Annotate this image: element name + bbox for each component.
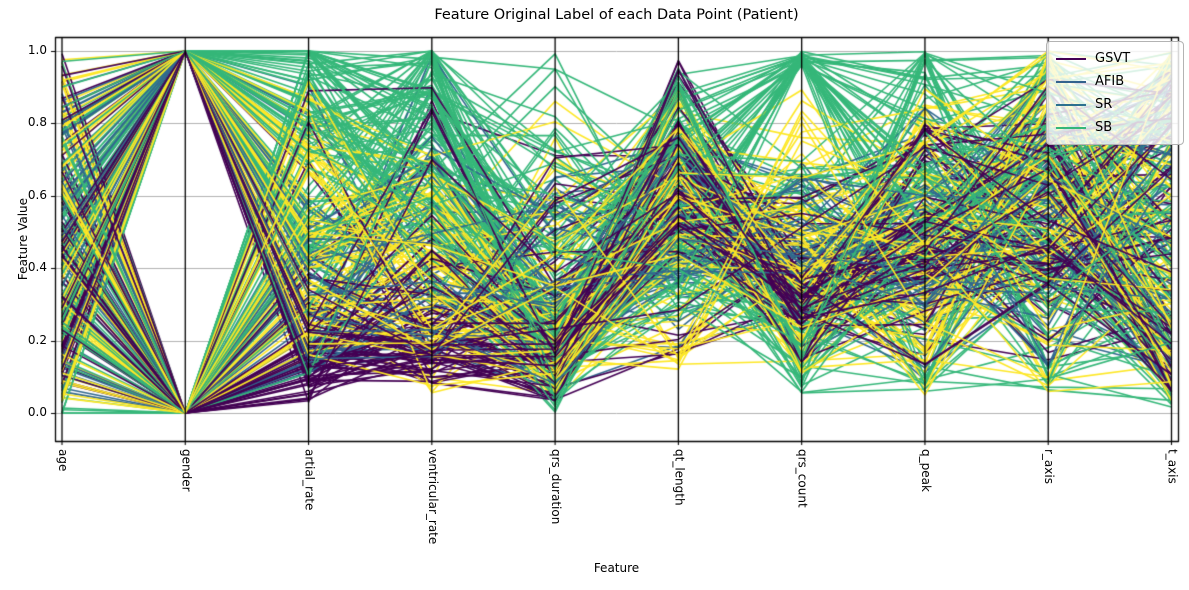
x-tick-label-q_peak: q_peak (918, 449, 933, 492)
legend-line-swatch (1056, 57, 1086, 60)
legend-item-GSVT: GSVT (1056, 47, 1175, 70)
x-tick-label-qrs_duration: qrs_duration (549, 449, 564, 525)
x-tick-label-ventricular_rate: ventricular_rate (425, 449, 440, 545)
x-tick-label-r_axis: r_axis (1042, 449, 1057, 484)
legend-item-AFIB: AFIB (1056, 70, 1175, 93)
legend-item-SR: SR (1056, 93, 1175, 116)
x-axis-label: Feature (593, 561, 640, 575)
x-tick-label-qt_length: qt_length (672, 449, 687, 506)
y-tick-label: 0.2 (27, 332, 47, 347)
y-tick-label: 0.0 (27, 405, 47, 419)
x-tick-label-gender: gender (179, 449, 194, 492)
x-tick-label-artial_rate: artial_rate (302, 449, 317, 511)
y-tick-label: 0.4 (27, 260, 47, 275)
x-tick-label-age: age (56, 449, 70, 472)
legend-label: SB (1095, 120, 1113, 135)
legend: GSVT AFIB SR SB (1046, 41, 1184, 145)
y-tick-label: 0.8 (27, 115, 47, 130)
y-tick-label: 1.0 (27, 43, 47, 57)
legend-label: AFIB (1095, 74, 1125, 89)
legend-line-swatch (1056, 80, 1086, 83)
x-tick-label-qrs_count: qrs_count (795, 449, 810, 508)
legend-label: GSVT (1095, 51, 1131, 66)
legend-label: SR (1095, 97, 1113, 112)
y-tick-label: 0.6 (27, 187, 47, 202)
chart-title: Feature Original Label of each Data Poin… (434, 7, 799, 23)
legend-line-swatch (1056, 126, 1086, 129)
x-tick-label-t_axis: t_axis (1165, 449, 1180, 484)
legend-item-SB: SB (1056, 116, 1175, 139)
legend-line-swatch (1056, 103, 1086, 106)
